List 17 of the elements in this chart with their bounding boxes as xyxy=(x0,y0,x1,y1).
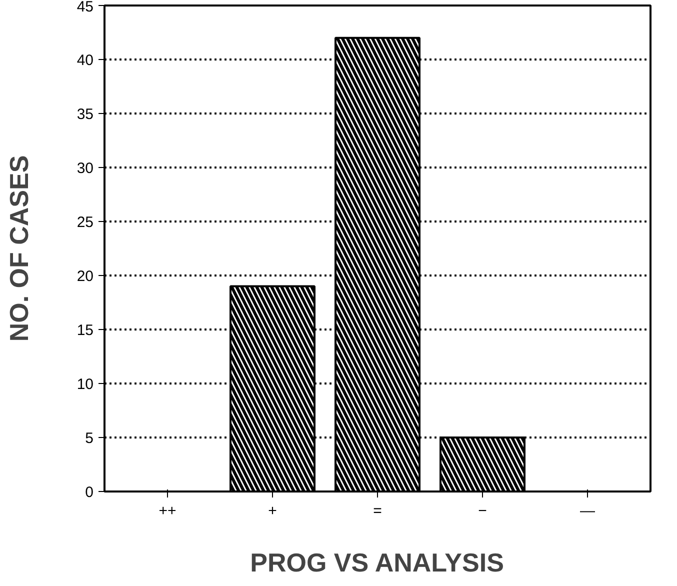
y-tick-label: 10 xyxy=(76,376,94,393)
y-tick-label: 15 xyxy=(76,322,94,339)
y-tick-label: 25 xyxy=(76,214,94,231)
x-tick-label: + xyxy=(268,502,278,520)
x-tick-label: = xyxy=(373,502,382,520)
x-tick-label: ++ xyxy=(158,502,176,520)
y-tick-label: 45 xyxy=(76,0,94,16)
x-tick-label: − xyxy=(478,502,488,520)
y-tick-label: 20 xyxy=(76,268,94,285)
y-tick-label: 40 xyxy=(76,52,94,69)
x-tick-label: — xyxy=(580,502,595,520)
y-axis-title: NO. OF CASES xyxy=(4,155,34,342)
x-axis-title: PROG VS ANALYSIS xyxy=(250,548,504,578)
y-tick-label: 0 xyxy=(85,484,94,501)
y-tick-label: 35 xyxy=(76,106,94,123)
y-tick-label: 30 xyxy=(76,160,94,177)
y-tick-label: 5 xyxy=(85,430,94,447)
